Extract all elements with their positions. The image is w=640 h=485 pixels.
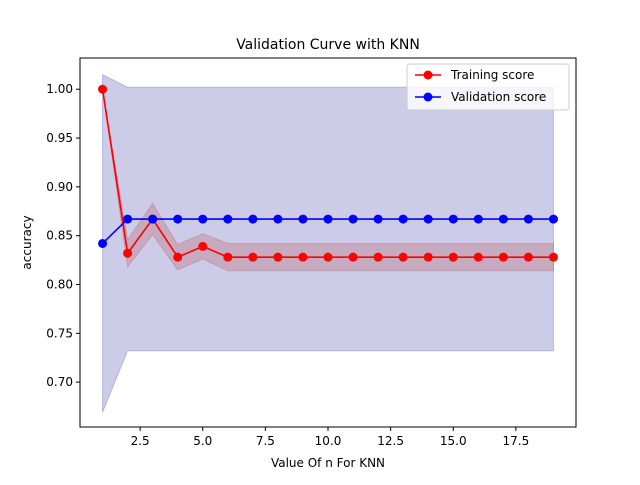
validation-score-point	[498, 214, 508, 224]
confidence-bands	[102, 73, 554, 413]
legend-marker-validation-score	[423, 92, 433, 102]
y-axis-ticks: 0.70 0.75 0.80 0.85 0.90 0.95 1.00	[46, 82, 80, 389]
validation-score-point	[248, 214, 258, 224]
training-score-point	[448, 252, 458, 262]
y-axis-label: accuracy	[20, 215, 34, 269]
validation-score-point	[173, 214, 183, 224]
training-score-point	[323, 252, 333, 262]
training-score-point	[473, 252, 483, 262]
y-tick-label: 1.00	[46, 82, 73, 96]
x-tick-label: 10.0	[315, 434, 342, 448]
x-tick-label: 7.5	[256, 434, 275, 448]
validation-score-point	[348, 214, 358, 224]
validation-score-point	[323, 214, 333, 224]
validation-score-point	[98, 238, 108, 248]
training-score-point	[248, 252, 258, 262]
x-axis-label: Value Of n For KNN	[271, 456, 385, 470]
legend-label-training-score: Training score	[450, 68, 534, 82]
training-score-point	[98, 84, 108, 94]
validation-score-point	[548, 214, 558, 224]
validation-score-point	[123, 214, 133, 224]
y-tick-label: 0.90	[46, 180, 73, 194]
training-score-point	[548, 252, 558, 262]
legend: Training score Validation score	[406, 63, 570, 111]
chart-title: Validation Curve with KNN	[236, 37, 420, 53]
legend-marker-training-score	[423, 70, 433, 80]
validation-score-band	[102, 73, 554, 413]
training-score-point	[298, 252, 308, 262]
training-score-point	[348, 252, 358, 262]
y-tick-label: 0.85	[46, 229, 73, 243]
x-tick-label: 2.5	[131, 434, 150, 448]
validation-score-point	[473, 214, 483, 224]
legend-box	[406, 63, 570, 111]
training-score-point	[198, 241, 208, 251]
validation-score-point	[523, 214, 533, 224]
validation-score-point	[423, 214, 433, 224]
legend-label-validation-score: Validation score	[451, 90, 546, 104]
x-tick-label: 5.0	[193, 434, 212, 448]
y-tick-label: 0.95	[46, 131, 73, 145]
x-tick-label: 17.5	[503, 434, 530, 448]
x-axis-ticks: 2.5 5.0 7.5 10.0 12.5 15.0 17.5	[131, 427, 530, 448]
validation-score-point	[298, 214, 308, 224]
validation-score-point	[148, 214, 158, 224]
validation-score-point	[448, 214, 458, 224]
training-score-point	[423, 252, 433, 262]
y-tick-label: 0.75	[46, 326, 73, 340]
training-score-point	[398, 252, 408, 262]
training-score-point	[173, 252, 183, 262]
validation-score-point	[198, 214, 208, 224]
training-score-point	[523, 252, 533, 262]
x-tick-label: 12.5	[377, 434, 404, 448]
validation-score-point	[273, 214, 283, 224]
series-markers	[98, 84, 558, 262]
validation-score-point	[373, 214, 383, 224]
training-score-point	[123, 248, 133, 258]
training-score-point	[273, 252, 283, 262]
validation-score-point	[223, 214, 233, 224]
training-score-point	[223, 252, 233, 262]
training-score-point	[373, 252, 383, 262]
validation-score-point	[398, 214, 408, 224]
y-tick-label: 0.70	[46, 375, 73, 389]
training-score-point	[498, 252, 508, 262]
y-tick-label: 0.80	[46, 277, 73, 291]
x-tick-label: 15.0	[440, 434, 467, 448]
